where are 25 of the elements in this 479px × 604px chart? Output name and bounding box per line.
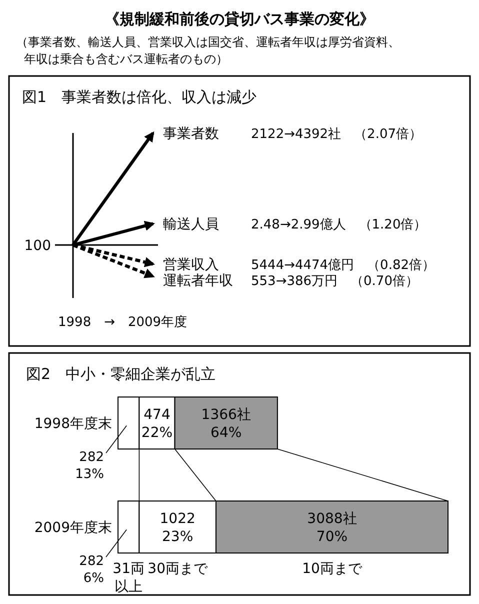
series-label: 輸送人員 <box>163 216 219 233</box>
series-label: 営業収入 <box>163 257 219 274</box>
y-tick-label: 1998年度末 <box>34 416 112 432</box>
text: 2.48→2.99億人 （1.20倍） <box>251 218 427 233</box>
x-axis-title: 1998 → 2009年度 <box>58 314 188 330</box>
data-label: 1022 23% <box>160 511 196 545</box>
chart-title: 図1 事業者数は倍化、収入は減少 <box>22 88 257 106</box>
series-label: 10両まで <box>302 561 363 577</box>
series-label: 30両まで <box>148 561 208 577</box>
series-label: 運転者年収 <box>163 273 233 290</box>
text: 5444→4474億円 （0.82倍） <box>251 258 436 274</box>
text: 553→386万円 （0.70倍） <box>251 274 418 290</box>
data-label: 282 13% <box>75 450 104 482</box>
y-tick-label: 2009年度末 <box>34 520 112 536</box>
text: 2122→4392社 （2.07倍） <box>251 127 422 142</box>
data-label: 3088社 70% <box>307 511 357 545</box>
data-label: 474 22% <box>141 407 173 441</box>
data-label: 1366社 64% <box>201 407 251 441</box>
chart-title: 図2 中小・零細企業が乱立 <box>26 365 216 383</box>
text: （事業者数、輸送人員、営業収入は国交省、運転者年収は厚労省資料、年収は乗合も含むバス運転者のもの） <box>16 35 400 66</box>
series-label: 事業者数 <box>163 126 219 142</box>
legend-label: 31両以上 <box>112 561 145 595</box>
data-label: 282 6% <box>79 554 104 586</box>
text: 100 <box>24 238 51 254</box>
text: 《規制緩和前後の貸切バス事業の変化》 <box>104 10 374 28</box>
